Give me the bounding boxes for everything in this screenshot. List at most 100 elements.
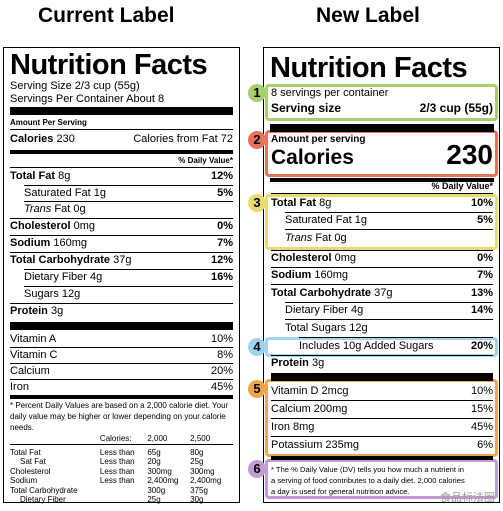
current-calcium-label: Calcium: [10, 365, 50, 377]
new-added-sugars-dv: 20%: [470, 340, 493, 352]
highlight-fat: [265, 194, 498, 250]
new-potassium-label: Potassium 235mg: [271, 439, 360, 451]
current-nutrition-label: Nutrition Facts Serving Size 2/3 cup (55…: [3, 47, 240, 505]
new-calories-value: 230: [446, 139, 493, 170]
new-total-fat-amount: 8g: [319, 197, 332, 209]
new-potassium-dv: 6%: [477, 439, 493, 451]
current-carb-dv: 12%: [210, 254, 233, 266]
new-cholesterol-dv: 0%: [477, 252, 493, 264]
new-sodium-amount: 160mg: [314, 269, 349, 281]
new-added-sugars-label: Includes 10g Added Sugars: [299, 340, 434, 352]
current-cholesterol-dv: 0%: [217, 220, 233, 232]
current-servings-per: Servings Per Container About 8: [10, 93, 165, 105]
new-footnote: * The % Daily Value (DV) tells you how m…: [271, 464, 493, 497]
new-footnote-line-1: * The % Daily Value (DV) tells you how m…: [271, 465, 465, 474]
new-nutrition-label: Nutrition Facts: [263, 47, 500, 503]
new-sat-fat-amount: 1g: [354, 214, 367, 226]
new-sodium-label: Sodium: [271, 269, 312, 281]
current-sat-fat-dv: 5%: [217, 187, 233, 199]
new-fiber-label: Dietary Fiber: [285, 304, 348, 316]
new-calcium-label: Calcium 200mg: [271, 403, 348, 415]
new-footnote-line-2: a serving of food contributes to a daily…: [271, 476, 465, 485]
marker-3: 3: [248, 194, 266, 212]
new-iron-label: Iron 8mg: [271, 421, 315, 433]
current-fiber-dv: 16%: [210, 271, 233, 283]
new-total-fat-dv: 10%: [470, 197, 493, 209]
current-fiber-label: Dietary Fiber: [24, 271, 87, 283]
current-cholesterol-amount: 0mg: [73, 220, 95, 232]
current-vitamin-c-label: Vitamin C: [10, 349, 58, 361]
current-calcium-dv: 20%: [210, 365, 233, 377]
new-carb-amount: 37g: [374, 287, 393, 299]
current-title: Nutrition Facts: [10, 49, 208, 81]
marker-2: 2: [248, 131, 266, 149]
new-calcium-dv: 15%: [470, 403, 493, 415]
new-fiber-dv: 14%: [470, 304, 493, 316]
new-total-sugars-label: Total Sugars: [285, 322, 347, 334]
current-calories-fat: Calories from Fat 72: [133, 133, 233, 145]
highlight-footnote: [265, 459, 498, 499]
current-amount-per: Amount Per Serving: [10, 118, 87, 127]
new-sodium-dv: 7%: [477, 269, 493, 281]
current-total-fat-label: Total Fat: [10, 170, 56, 182]
current-calories-value: 230: [56, 133, 75, 145]
current-cholesterol-label: Cholesterol: [10, 220, 71, 232]
current-total-fat-amount: 8g: [58, 170, 71, 182]
new-title: Nutrition Facts: [270, 52, 468, 84]
current-sodium-label: Sodium: [10, 237, 51, 249]
new-total-fat-label: Total Fat: [271, 197, 317, 209]
new-total-sugars-amount: 12g: [349, 322, 368, 334]
current-trans-fat-label: Trans: [24, 203, 52, 215]
watermark: 食品标法圈: [440, 492, 495, 504]
current-iron-label: Iron: [10, 381, 29, 393]
current-vitamin-c-dv: 8%: [217, 349, 233, 361]
marker-5: 5: [248, 380, 266, 398]
current-vitamin-a-label: Vitamin A: [10, 333, 57, 345]
new-servings: 8 servings per container: [271, 87, 389, 99]
highlight-serving: [265, 84, 498, 121]
current-sodium-amount: 160mg: [53, 237, 88, 249]
current-footnote-table: Calories: 2,000 2,500 Total Fat Less than…: [10, 434, 233, 505]
new-carb-label: Total Carbohydrate: [271, 287, 372, 299]
current-footnote: * Percent Daily Values are based on a 2,…: [10, 401, 229, 432]
new-sat-fat-dv: 5%: [477, 214, 493, 226]
current-iron-dv: 45%: [210, 381, 233, 393]
current-sat-fat-amount: 1g: [93, 187, 106, 199]
marker-6: 6: [248, 460, 266, 478]
current-sugars-amount: 12g: [61, 288, 81, 300]
current-sugars-label: Sugars: [24, 288, 59, 300]
current-sat-fat-label: Saturated Fat: [24, 187, 91, 199]
new-protein-amount: 3g: [311, 357, 325, 369]
new-iron-dv: 45%: [470, 421, 493, 433]
current-calories-label: Calories: [10, 133, 54, 145]
new-footnote-line-3: a day is used for general nutrition advi…: [271, 487, 410, 496]
new-trans-fat-amount: Fat 0g: [315, 232, 347, 244]
new-cholesterol-label: Cholesterol: [271, 252, 332, 264]
new-serving-size-value: 2/3 cup (55g): [419, 101, 493, 115]
new-vitamin-d-label: Vitamin D 2mcg: [271, 385, 349, 397]
current-label-heading: Current Label: [38, 4, 175, 27]
new-dv-header: % Daily Value*: [431, 181, 493, 191]
current-carb-label: Total Carbohydrate: [10, 254, 111, 266]
current-carb-amount: 37g: [113, 254, 132, 266]
new-serving-size-label: Serving size: [271, 101, 342, 115]
new-sat-fat-label: Saturated Fat: [285, 214, 352, 226]
new-label-heading: New Label: [316, 4, 420, 27]
current-serving-size: Serving Size 2/3 cup (55g): [10, 80, 140, 92]
new-calories-label: Calories: [271, 146, 354, 169]
new-amount-per: Amount per serving: [271, 134, 366, 145]
new-vitamin-d-dv: 10%: [470, 385, 493, 397]
new-cholesterol-amount: 0mg: [334, 252, 356, 264]
current-vitamin-a-dv: 10%: [210, 333, 233, 345]
current-trans-fat-amount: Fat 0g: [54, 203, 86, 215]
new-fiber-amount: 4g: [351, 304, 364, 316]
current-fiber-amount: 4g: [90, 271, 103, 283]
current-protein-amount: 3g: [50, 305, 64, 317]
current-sodium-dv: 7%: [217, 237, 233, 249]
current-protein-label: Protein: [10, 305, 48, 317]
new-carb-dv: 13%: [470, 287, 493, 299]
marker-1: 1: [248, 84, 266, 102]
new-trans-fat-label: Trans: [285, 232, 313, 244]
marker-4: 4: [248, 338, 266, 356]
current-dv-header: % Daily Value*: [178, 156, 233, 165]
